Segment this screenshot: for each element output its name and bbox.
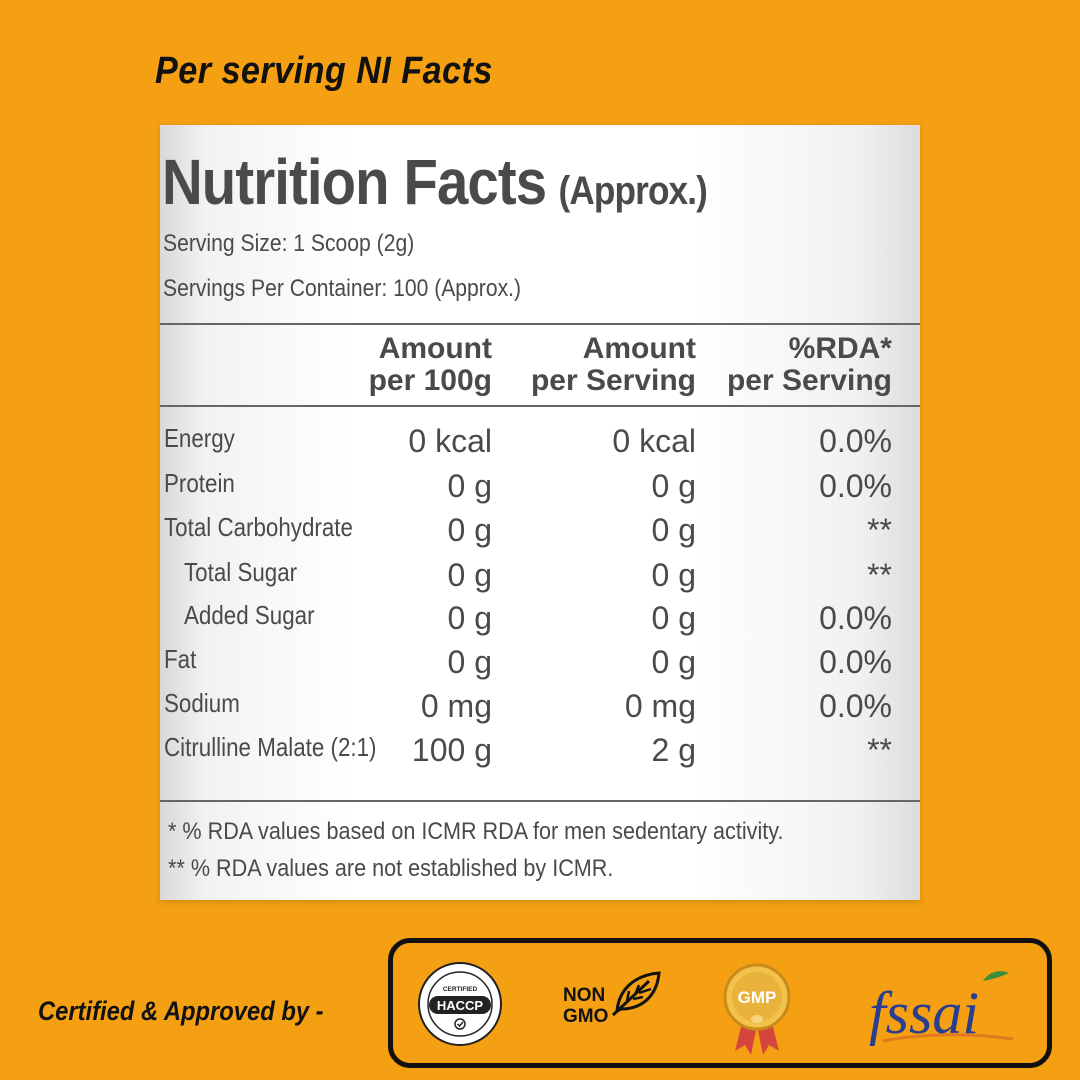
footnote-rda-not-established: ** % RDA values are not established by I… bbox=[168, 855, 614, 882]
haccp-badge-icon: HACCP CERTIFIED bbox=[418, 962, 502, 1046]
nutrition-label: Nutrition Facts (Approx.) Serving Size: 1… bbox=[160, 125, 920, 900]
non-gmo-leaf-icon bbox=[611, 971, 661, 1017]
gmp-medal-text: GMP bbox=[738, 988, 777, 1007]
haccp-badge-text: HACCP bbox=[437, 998, 484, 1013]
certification-badges: HACCP CERTIFIED NON GMO GMP fssai bbox=[388, 938, 1052, 1068]
serving-size: Serving Size: 1 Scoop (2g) bbox=[163, 230, 415, 257]
column-header-rda: %RDA* per Serving bbox=[726, 332, 892, 397]
column-header-per-100g: Amount per 100g bbox=[368, 332, 492, 397]
nutrient-row-total-carbohydrate: Total Carbohydrate 0 g 0 g ** bbox=[164, 512, 892, 548]
gmp-medal-icon: GMP bbox=[723, 963, 791, 1055]
nutrient-row-sodium: Sodium 0 mg 0 mg 0.0% bbox=[164, 688, 892, 724]
non-gmo-text: NON GMO bbox=[563, 985, 609, 1027]
nutrition-facts-title: Nutrition Facts (Approx.) bbox=[162, 145, 708, 219]
header-divider bbox=[160, 323, 920, 325]
nutrition-facts-approx: (Approx.) bbox=[558, 169, 708, 213]
nutrient-row-added-sugar: Added Sugar 0 g 0 g 0.0% bbox=[184, 600, 892, 636]
fssai-logo-icon: fssai bbox=[869, 971, 1014, 1046]
servings-per-container: Servings Per Container: 100 (Approx.) bbox=[163, 275, 522, 302]
page-headline: Per serving NI Facts bbox=[155, 50, 493, 92]
haccp-badge-top-text: CERTIFIED bbox=[443, 986, 478, 993]
nutrient-row-citrulline-malate: Citrulline Malate (2:1) 100 g 2 g ** bbox=[164, 732, 892, 768]
footnote-rda-basis: * % RDA values based on ICMR RDA for men… bbox=[168, 818, 784, 845]
nutrient-row-fat: Fat 0 g 0 g 0.0% bbox=[164, 644, 892, 680]
column-header-divider bbox=[160, 405, 920, 407]
certified-label: Certified & Approved by - bbox=[38, 996, 324, 1026]
nutrient-row-energy: Energy 0 kcal 0 kcal 0.0% bbox=[164, 423, 892, 459]
nutrient-row-total-sugar: Total Sugar 0 g 0 g ** bbox=[184, 557, 892, 593]
nutrient-row-protein: Protein 0 g 0 g 0.0% bbox=[164, 468, 892, 504]
footnote-divider bbox=[160, 800, 920, 802]
column-header-per-serving: Amount per Serving bbox=[530, 332, 696, 397]
nutrition-facts-heading: Nutrition Facts bbox=[162, 146, 547, 218]
